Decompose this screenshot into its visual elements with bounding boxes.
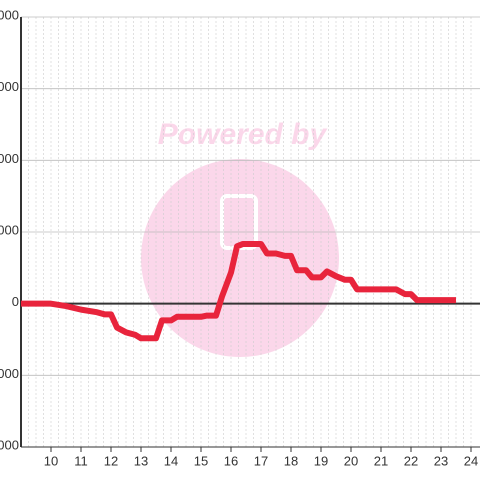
data-line [21, 240, 456, 342]
watermark-text: Powered by [158, 118, 328, 151]
x-tick-label: 21 [374, 453, 388, 468]
x-tick-label: 24 [464, 453, 478, 468]
x-tick-label: 14 [164, 453, 178, 468]
y-tick-label: 3,000 [0, 222, 19, 237]
y-tick-label: 9,000 [0, 79, 19, 94]
y-tick-label: 12,000 [0, 7, 19, 22]
y-tick-label: 0 [12, 294, 19, 309]
x-tick-label: 15 [194, 453, 208, 468]
x-tick-label: 18 [284, 453, 298, 468]
watermark-circle [141, 159, 339, 357]
x-tick-label: 13 [134, 453, 148, 468]
y-tick-label: 6,000 [0, 151, 19, 166]
x-tick-label: 19 [314, 453, 328, 468]
x-tick-label: 12 [104, 453, 118, 468]
x-tick-label: 22 [404, 453, 418, 468]
y-tick-label: -3,000 [0, 366, 19, 381]
x-tick-label: 10 [44, 453, 58, 468]
x-tick-label: 16 [224, 453, 238, 468]
x-tick-label: 11 [74, 453, 88, 468]
y-tick-label: -6,000 [0, 437, 19, 452]
x-tick-label: 20 [344, 453, 358, 468]
x-tick-label: 17 [254, 453, 268, 468]
x-tick-label: 23 [434, 453, 448, 468]
watermark: Powered by [141, 118, 339, 357]
